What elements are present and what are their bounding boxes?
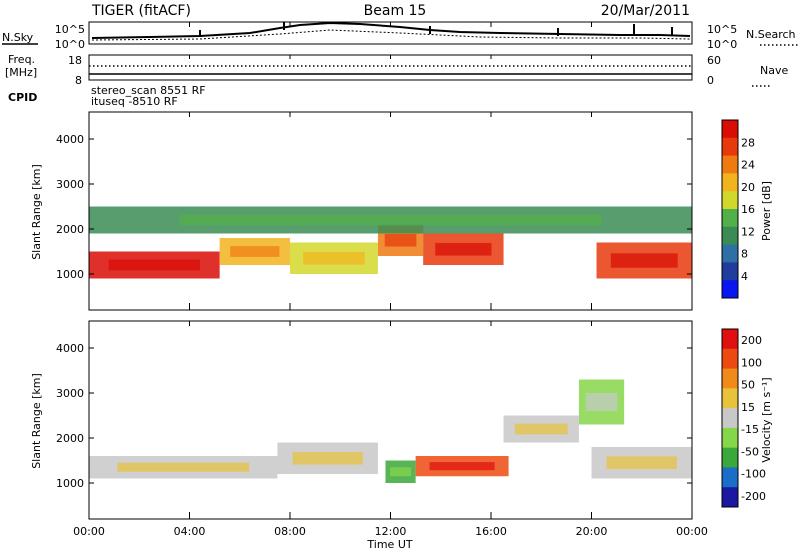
power-colorbar-segment (722, 262, 738, 281)
velocity-colorbar-segment (722, 368, 738, 389)
time-axis-label: Time UT (366, 538, 412, 551)
power-echo-core (435, 242, 492, 256)
freq-unit-label: [MHz] (5, 66, 37, 79)
velocity-echo-core (585, 393, 618, 411)
cpid-label: CPID (8, 91, 37, 104)
date-title: 20/Mar/2011 (601, 3, 690, 19)
time-tick-label: 12:00 (375, 525, 407, 538)
time-tick-label: 08:00 (274, 525, 306, 538)
noise-sky-trace (91, 21, 691, 39)
power-ylabel: Slant Range [km] (30, 164, 43, 260)
power-colorbar-label: Power [dB] (760, 181, 773, 241)
power-colorbar-tick: 20 (741, 181, 755, 194)
velocity-colorbar-segment (722, 348, 738, 370)
velocity-colorbar-tick: 50 (741, 379, 755, 392)
velocity-echo-core (292, 451, 363, 465)
velocity-ytick-label: 1000 (56, 477, 84, 490)
power-echo-core (610, 253, 678, 268)
radar-title: TIGER (fitACF) (91, 3, 191, 19)
velocity-colorbar-tick: 100 (741, 356, 762, 369)
velocity-colorbar-frame (721, 328, 739, 508)
noise-panel: N.Sky 10^5 10^0 10^5 10^0 N.Search (2, 21, 798, 51)
velocity-echo-core (606, 456, 677, 470)
power-colorbar-segment (722, 120, 738, 139)
time-axis: 00:00 04:00 08:00 12:00 16:00 20:00 00:00 (73, 22, 708, 538)
power-echo-core (384, 233, 417, 247)
velocity-ytick-label: 3000 (56, 387, 84, 400)
power-echo-core (108, 259, 201, 271)
freq-label: Freq. (8, 53, 35, 66)
noise-left-label: N.Sky (2, 31, 34, 44)
frequency-panel: Freq. [MHz] 18 8 60 0 Nave (5, 53, 788, 87)
cpid-panel: CPID stereo_scan 8551 RF ituseq -8510 RF (8, 84, 206, 108)
velocity-echo-core (389, 467, 412, 477)
beam-title: Beam 15 (364, 3, 427, 19)
power-echo-core (179, 214, 602, 226)
power-colorbar-tick: 28 (741, 136, 755, 149)
velocity-ytick-label: 4000 (56, 342, 84, 355)
velocity-colorbar-segment (722, 487, 738, 508)
power-colorbar-segment (722, 280, 738, 299)
nave-label: Nave (760, 64, 788, 77)
velocity-echo-core (117, 462, 250, 472)
power-colorbar-segment (722, 155, 738, 174)
velocity-colorbar-tick: -15 (741, 423, 759, 436)
velocity-panel: Slant Range [km] 1000 2000 3000 4000 200 100… (30, 320, 773, 520)
velocity-colorbar-segment (722, 427, 738, 449)
nave-tick-top: 60 (707, 54, 721, 67)
power-echo-core (303, 251, 365, 265)
velocity-colorbar-segment (722, 408, 738, 429)
velocity-colorbar-segment (722, 447, 738, 468)
power-colorbar-tick: 16 (741, 203, 755, 216)
power-colorbar-tick: 24 (741, 159, 755, 172)
noise-right-tick-bottom: 10^0 (707, 38, 737, 51)
noise-right-label: N.Search (746, 28, 796, 41)
power-colorbar-tick: 4 (741, 270, 748, 283)
noise-left-tick-bottom: 10^0 (55, 38, 85, 51)
power-colorbar-segment (722, 244, 738, 263)
velocity-colorbar-tick: -100 (741, 468, 766, 481)
power-ytick-label: 3000 (56, 178, 84, 191)
noise-left-tick-top: 10^5 (55, 23, 85, 36)
power-ytick-label: 1000 (56, 268, 84, 281)
power-colorbar-segment (722, 209, 738, 228)
velocity-ytick-label: 2000 (56, 432, 84, 445)
power-ytick-label: 2000 (56, 223, 84, 236)
cpid-line-1: stereo_scan 8551 RF (91, 84, 206, 97)
velocity-colorbar-label: Velocity [m s⁻¹] (760, 377, 773, 462)
time-tick-label: 04:00 (174, 525, 206, 538)
freq-tick-bottom: 8 (75, 74, 82, 87)
velocity-colorbar-tick: -50 (741, 445, 759, 458)
time-tick-label: 20:00 (576, 525, 608, 538)
power-colorbar-segment (722, 173, 738, 192)
velocity-echo-core (514, 423, 568, 435)
cpid-line-2: ituseq -8510 RF (91, 95, 178, 108)
velocity-ylabel: Slant Range [km] (30, 373, 43, 469)
power-colorbar-segment (722, 226, 738, 246)
time-tick-label: 16:00 (475, 525, 507, 538)
power-colorbar-tick: 8 (741, 248, 748, 261)
velocity-colorbar-segment (722, 467, 738, 488)
velocity-colorbar-tick: 15 (741, 401, 755, 414)
velocity-echo-core (429, 462, 495, 471)
velocity-colorbar-segment (722, 329, 738, 350)
power-ytick-label: 4000 (56, 133, 84, 146)
freq-tick-top: 18 (68, 54, 82, 67)
time-tick-label: 00:00 (676, 525, 708, 538)
power-colorbar-frame (721, 119, 739, 299)
time-tick-label: 00:00 (73, 525, 105, 538)
power-colorbar-segment (722, 191, 738, 210)
velocity-colorbar-tick: -200 (741, 490, 766, 503)
noise-right-tick-top: 10^5 (707, 23, 737, 36)
power-echo-core (230, 246, 280, 257)
power-panel: Slant Range [km] 1000 2000 3000 4000 4 8 12 16… (30, 111, 773, 311)
noise-search-trace (91, 29, 691, 41)
velocity-colorbar-tick: 200 (741, 334, 762, 347)
power-colorbar-segment (722, 137, 738, 157)
nave-tick-bottom: 0 (707, 74, 714, 87)
power-colorbar-tick: 12 (741, 225, 755, 238)
velocity-colorbar-segment (722, 388, 738, 409)
